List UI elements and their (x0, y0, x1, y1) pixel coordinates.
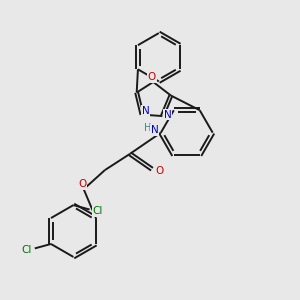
Text: O: O (155, 166, 164, 176)
Text: N: N (151, 125, 158, 135)
Text: N: N (142, 106, 149, 116)
Text: O: O (78, 179, 86, 189)
Text: H: H (144, 123, 151, 133)
Text: O: O (148, 72, 156, 82)
Text: N: N (164, 110, 172, 120)
Text: Cl: Cl (93, 206, 103, 216)
Text: Cl: Cl (21, 245, 32, 255)
